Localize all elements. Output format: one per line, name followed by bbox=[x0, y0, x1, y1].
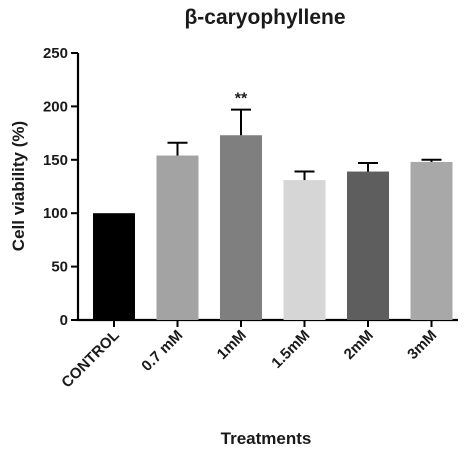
plot-area: 0 50 100 150 200 250 CONTROL 0.7 mM 1mM 1.5mM 2mM 3… bbox=[43, 45, 458, 391]
x-tick-label: 0.7 mM bbox=[138, 327, 186, 375]
y-tick-label: 100 bbox=[43, 205, 68, 222]
bar bbox=[410, 161, 453, 320]
bar bbox=[156, 155, 199, 320]
x-tick-label: 3mM bbox=[404, 327, 440, 363]
y-tick-label: 150 bbox=[43, 152, 68, 169]
y-tick-label: 50 bbox=[51, 259, 68, 276]
y-tick-label: 250 bbox=[43, 45, 68, 62]
x-tick-label: 2mM bbox=[341, 327, 377, 363]
y-tick-label: 0 bbox=[60, 312, 68, 329]
y-tick-label: 200 bbox=[43, 98, 68, 115]
bar bbox=[347, 171, 389, 320]
x-tick-label: 1.5mM bbox=[268, 327, 313, 372]
x-tick-label: CONTROL bbox=[58, 327, 122, 391]
chart-title: β-caryophyllene bbox=[184, 6, 345, 29]
bar bbox=[93, 213, 135, 320]
x-tick-label: 1mM bbox=[214, 327, 250, 363]
y-axis-label: Cell viability (%) bbox=[9, 121, 28, 251]
bar bbox=[220, 135, 262, 320]
bar bbox=[283, 180, 326, 320]
x-axis-label: Treatments bbox=[221, 429, 312, 448]
significance-marker: ** bbox=[235, 91, 248, 108]
